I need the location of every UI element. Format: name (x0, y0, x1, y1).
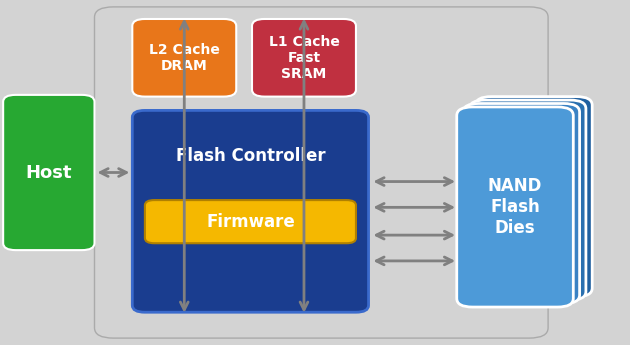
FancyBboxPatch shape (145, 200, 356, 243)
FancyBboxPatch shape (457, 107, 573, 307)
FancyBboxPatch shape (463, 104, 580, 304)
Text: L1 Cache
Fast
SRAM: L1 Cache Fast SRAM (268, 34, 340, 81)
FancyBboxPatch shape (469, 100, 586, 300)
FancyBboxPatch shape (252, 19, 356, 97)
Text: Firmware: Firmware (206, 213, 295, 231)
FancyBboxPatch shape (132, 110, 369, 312)
FancyBboxPatch shape (3, 95, 94, 250)
FancyBboxPatch shape (476, 97, 592, 297)
FancyBboxPatch shape (132, 19, 236, 97)
Text: NAND
Flash
Dies: NAND Flash Dies (488, 177, 542, 237)
Text: Flash Controller: Flash Controller (176, 147, 325, 165)
Text: L2 Cache
DRAM: L2 Cache DRAM (149, 43, 220, 73)
FancyBboxPatch shape (94, 7, 548, 338)
Text: Host: Host (26, 164, 72, 181)
